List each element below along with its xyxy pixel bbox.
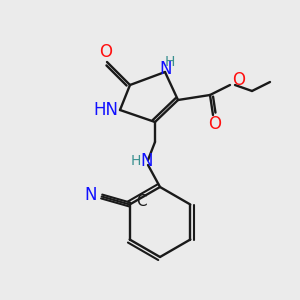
Text: HN: HN bbox=[94, 101, 118, 119]
Text: H: H bbox=[131, 154, 141, 168]
Text: C: C bbox=[136, 194, 147, 209]
Text: O: O bbox=[100, 43, 112, 61]
Text: O: O bbox=[208, 115, 221, 133]
Text: N: N bbox=[84, 187, 97, 205]
Text: H: H bbox=[165, 55, 175, 69]
Text: N: N bbox=[160, 60, 172, 78]
Text: N: N bbox=[141, 152, 153, 170]
Text: O: O bbox=[232, 71, 245, 89]
